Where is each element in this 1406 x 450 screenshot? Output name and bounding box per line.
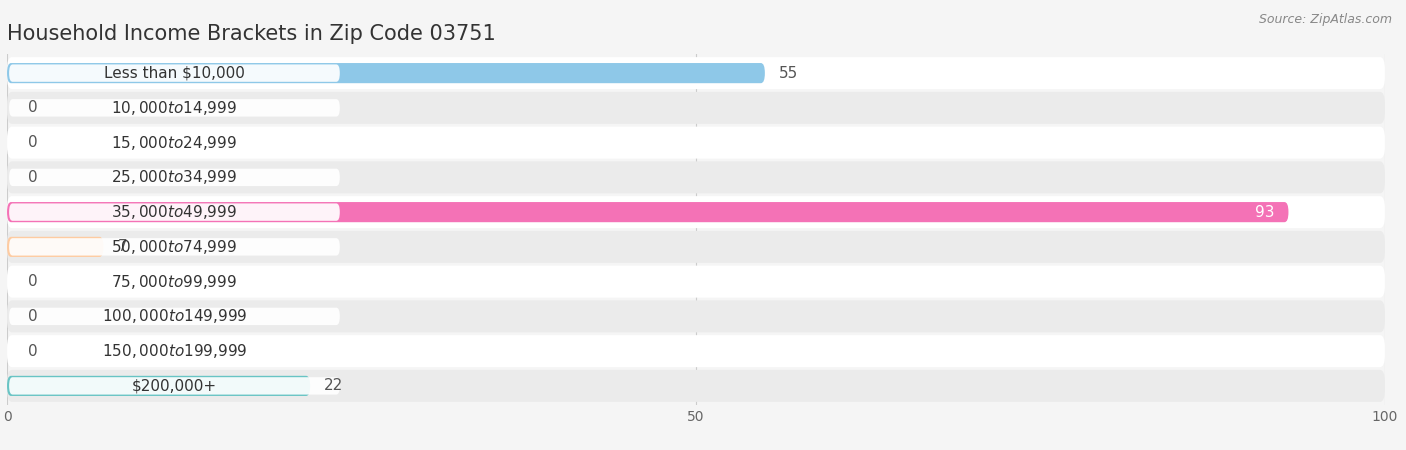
FancyBboxPatch shape <box>7 370 1385 402</box>
FancyBboxPatch shape <box>7 196 1385 228</box>
Text: 0: 0 <box>28 135 38 150</box>
FancyBboxPatch shape <box>7 301 1385 333</box>
Text: 7: 7 <box>117 239 127 254</box>
Text: 0: 0 <box>28 309 38 324</box>
Text: $50,000 to $74,999: $50,000 to $74,999 <box>111 238 238 256</box>
Text: 55: 55 <box>779 66 797 81</box>
Text: $15,000 to $24,999: $15,000 to $24,999 <box>111 134 238 152</box>
FancyBboxPatch shape <box>8 342 340 360</box>
Text: Source: ZipAtlas.com: Source: ZipAtlas.com <box>1258 14 1392 27</box>
Text: $35,000 to $49,999: $35,000 to $49,999 <box>111 203 238 221</box>
FancyBboxPatch shape <box>7 335 1385 367</box>
FancyBboxPatch shape <box>8 238 340 256</box>
FancyBboxPatch shape <box>8 308 340 325</box>
Text: 22: 22 <box>323 378 343 393</box>
FancyBboxPatch shape <box>7 126 1385 158</box>
FancyBboxPatch shape <box>7 266 1385 297</box>
FancyBboxPatch shape <box>8 377 340 395</box>
Text: $100,000 to $149,999: $100,000 to $149,999 <box>101 307 247 325</box>
FancyBboxPatch shape <box>7 162 1385 194</box>
FancyBboxPatch shape <box>7 237 104 257</box>
Text: Household Income Brackets in Zip Code 03751: Household Income Brackets in Zip Code 03… <box>7 24 496 44</box>
FancyBboxPatch shape <box>8 273 340 290</box>
FancyBboxPatch shape <box>7 202 1288 222</box>
Text: $200,000+: $200,000+ <box>132 378 217 393</box>
FancyBboxPatch shape <box>7 231 1385 263</box>
FancyBboxPatch shape <box>7 63 765 83</box>
FancyBboxPatch shape <box>7 92 1385 124</box>
FancyBboxPatch shape <box>8 169 340 186</box>
FancyBboxPatch shape <box>8 203 340 221</box>
Text: $150,000 to $199,999: $150,000 to $199,999 <box>101 342 247 360</box>
FancyBboxPatch shape <box>8 64 340 82</box>
Text: 0: 0 <box>28 100 38 115</box>
Text: 0: 0 <box>28 170 38 185</box>
Text: 0: 0 <box>28 274 38 289</box>
Text: Less than $10,000: Less than $10,000 <box>104 66 245 81</box>
Text: $25,000 to $34,999: $25,000 to $34,999 <box>111 168 238 186</box>
FancyBboxPatch shape <box>7 376 311 396</box>
Text: $75,000 to $99,999: $75,000 to $99,999 <box>111 273 238 291</box>
FancyBboxPatch shape <box>7 57 1385 89</box>
FancyBboxPatch shape <box>8 134 340 151</box>
Text: 0: 0 <box>28 344 38 359</box>
FancyBboxPatch shape <box>8 99 340 117</box>
Text: $10,000 to $14,999: $10,000 to $14,999 <box>111 99 238 117</box>
Text: 93: 93 <box>1256 205 1275 220</box>
